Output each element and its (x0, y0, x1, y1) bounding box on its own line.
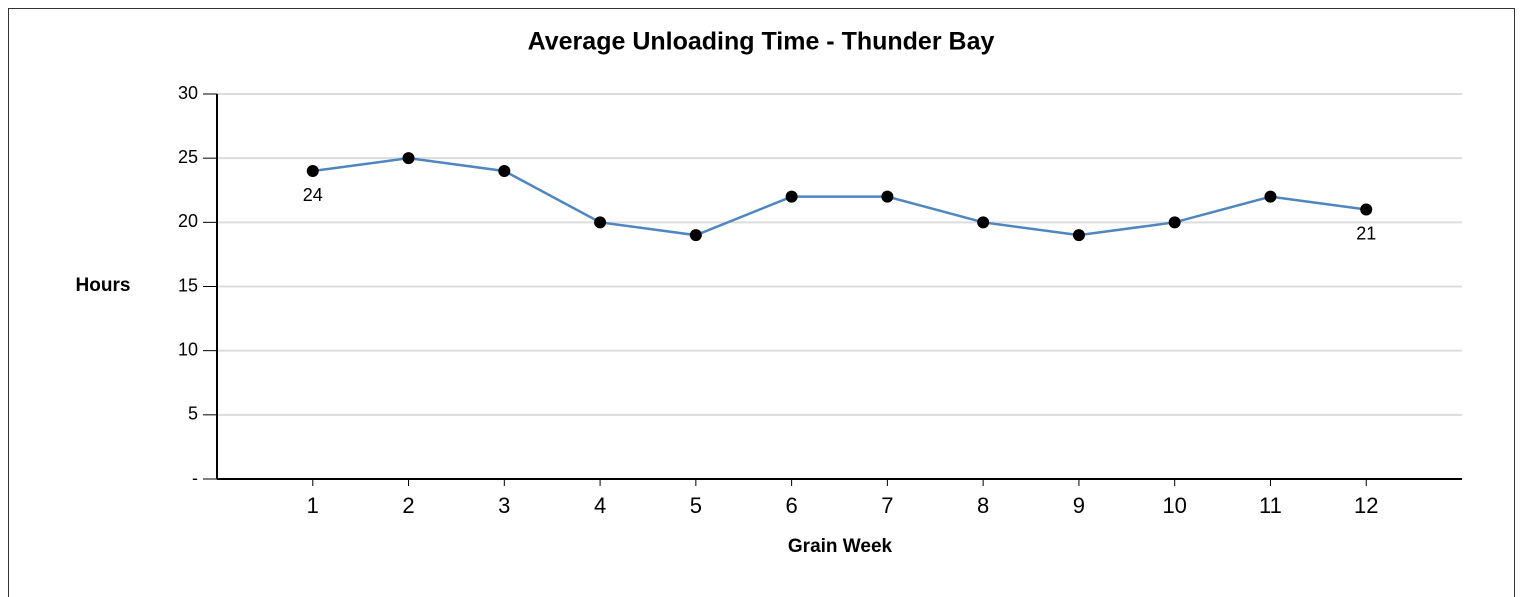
x-tick-label: 10 (1162, 493, 1186, 518)
data-label: 24 (303, 185, 323, 205)
x-tick-label: 6 (785, 493, 797, 518)
point (1072, 229, 1085, 242)
x-tick-label: 5 (690, 493, 702, 518)
point (594, 216, 607, 229)
x-tick-label: 11 (1259, 493, 1282, 518)
point (498, 165, 511, 177)
y-tick-label: 25 (178, 147, 198, 167)
x-tick-label: 7 (881, 493, 893, 518)
point (881, 190, 894, 203)
x-tick-label: 12 (1354, 493, 1378, 518)
y-tick-label: - (192, 468, 198, 488)
x-tick-label: 2 (402, 493, 414, 518)
point (689, 229, 702, 242)
x-tick-label: 8 (977, 493, 989, 518)
x-tick-label: 4 (594, 493, 606, 518)
point (977, 216, 990, 229)
y-tick-label: 5 (188, 404, 198, 424)
point (785, 190, 798, 203)
y-tick-label: 20 (178, 211, 198, 231)
line (312, 156, 1367, 237)
x-axis-label: Grain Week (788, 536, 893, 557)
chart-frame (8, 8, 1515, 597)
point (402, 152, 415, 165)
point (306, 165, 319, 177)
x-tick-label: 3 (498, 493, 510, 518)
chart-title: Average Unloading Time - Thunder Bay (528, 28, 995, 56)
y-tick-label: 30 (178, 83, 198, 103)
point (1264, 190, 1277, 203)
point (1360, 203, 1373, 216)
x-tick-label: 1 (307, 493, 319, 518)
y-axis-label: Hours (76, 275, 131, 296)
y-tick-label: 15 (178, 275, 198, 295)
data-label: 21 (1356, 223, 1376, 243)
x-tick-label: 9 (1073, 493, 1085, 518)
y-tick-label: 10 (178, 339, 198, 359)
point (1168, 216, 1181, 229)
